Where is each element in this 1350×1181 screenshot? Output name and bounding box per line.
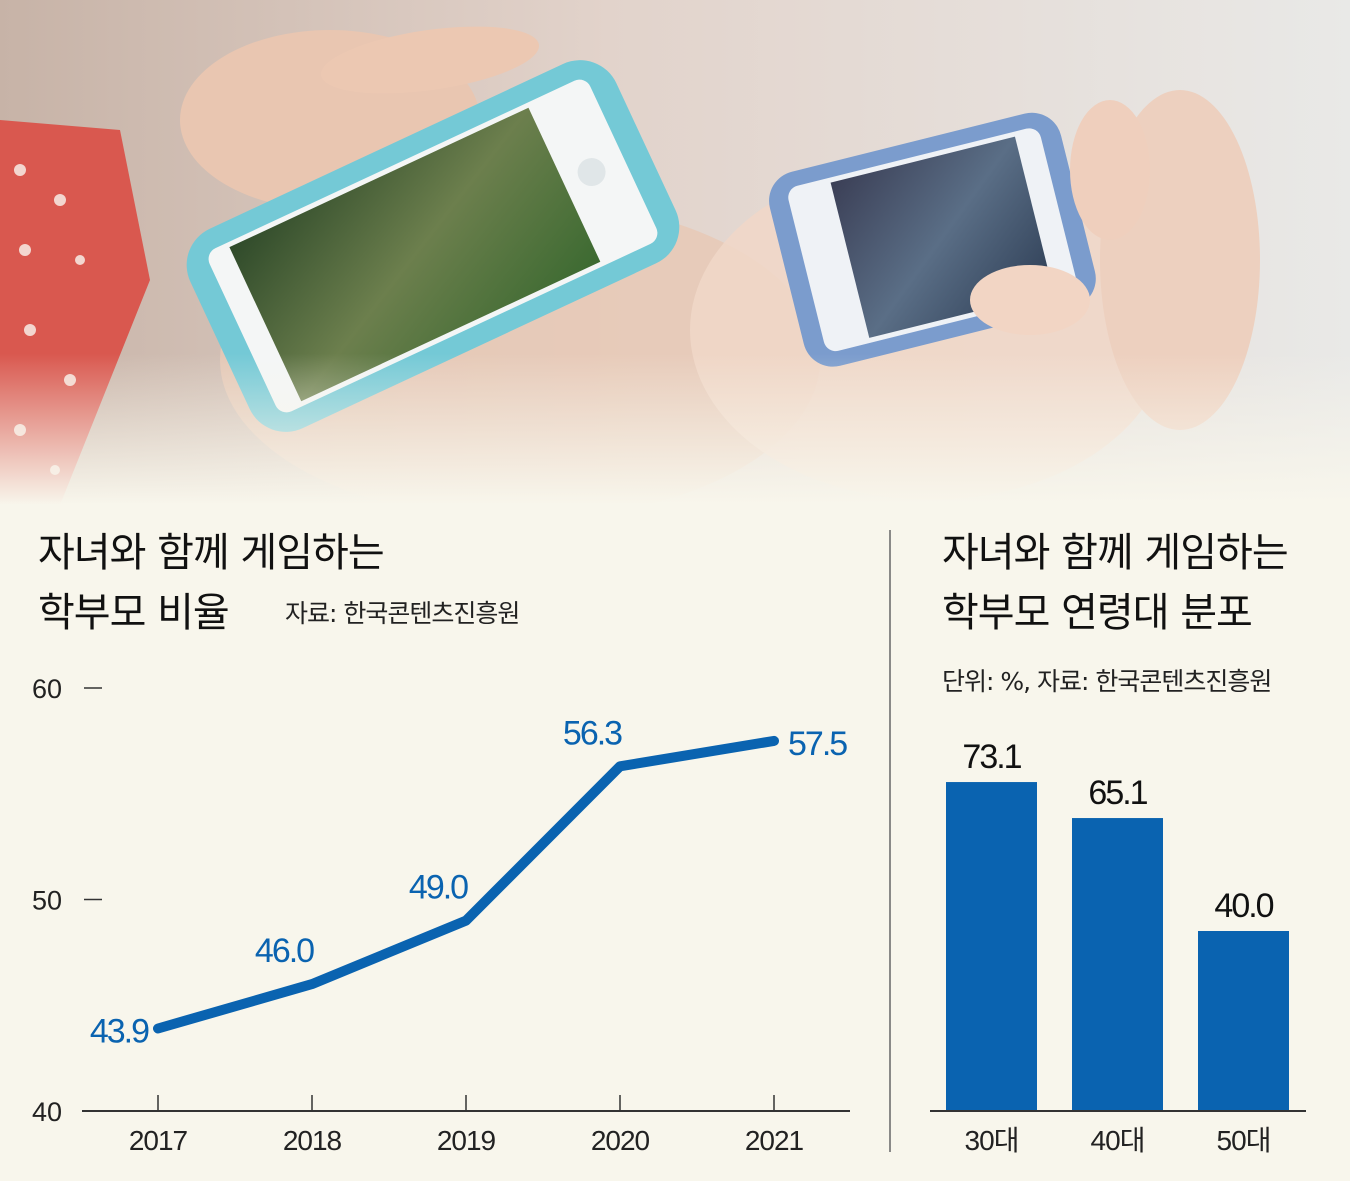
line-chart-x-ticks: 2017 2018 2019 2020 2021 <box>129 1095 805 1156</box>
line-data-label: 46.0 <box>255 932 314 970</box>
bar-chart-x-ticks: 30대 40대 50대 <box>965 1125 1272 1156</box>
line-chart-title-line2: 학부모 비율 <box>38 590 229 636</box>
bar-chart-bars <box>946 782 1289 1111</box>
line-data-label: 56.3 <box>563 714 622 752</box>
line-chart-y-axis: 40 50 60 <box>32 674 102 1127</box>
bar-chart-title-line1: 자녀와 함께 게임하는 <box>942 530 1288 576</box>
line-chart-source: 자료: 한국콘텐츠진흥원 <box>285 599 519 628</box>
bar-x-tick-label: 30대 <box>965 1125 1019 1156</box>
line-x-tick-label: 2019 <box>437 1125 496 1156</box>
line-x-tick-label: 2021 <box>745 1125 804 1156</box>
line-chart: 자녀와 함께 게임하는 학부모 비율 자료: 한국콘텐츠진흥원 40 50 60 2… <box>32 530 850 1156</box>
bar-chart-data-labels: 73.1 65.1 40.0 <box>962 738 1275 925</box>
bar <box>946 782 1037 1111</box>
line-data-label: 57.5 <box>788 725 847 763</box>
bar-chart-title-line2: 학부모 연령대 분포 <box>942 590 1252 636</box>
bar-x-tick-label: 40대 <box>1091 1125 1145 1156</box>
line-data-label: 43.9 <box>90 1013 149 1051</box>
photo-illustration <box>0 0 1350 505</box>
bar-data-label: 65.1 <box>1088 774 1147 812</box>
bar-x-tick-label: 50대 <box>1217 1125 1271 1156</box>
line-x-tick-label: 2020 <box>591 1125 650 1156</box>
line-data-label: 49.0 <box>409 869 468 907</box>
line-chart-title-line1: 자녀와 함께 게임하는 <box>38 530 384 576</box>
bar-chart-source: 단위: %, 자료: 한국콘텐츠진흥원 <box>942 667 1271 696</box>
line-x-tick-label: 2017 <box>129 1125 188 1156</box>
bar-chart: 자녀와 함께 게임하는 학부모 연령대 분포 단위: %, 자료: 한국콘텐츠진… <box>930 530 1306 1156</box>
line-series <box>153 735 779 1034</box>
line-chart-data-labels: 43.9 46.0 49.0 56.3 57.5 <box>90 714 849 1051</box>
header-photo <box>0 0 1350 505</box>
bar <box>1072 818 1163 1111</box>
bar <box>1198 931 1289 1111</box>
line-x-tick-label: 2018 <box>283 1125 342 1156</box>
bar-data-label: 40.0 <box>1214 887 1273 925</box>
line-y-tick-label: 60 <box>32 674 62 704</box>
bar-data-label: 73.1 <box>962 738 1021 776</box>
line-y-tick-label: 50 <box>32 886 62 916</box>
line-y-tick-label: 40 <box>32 1097 62 1127</box>
